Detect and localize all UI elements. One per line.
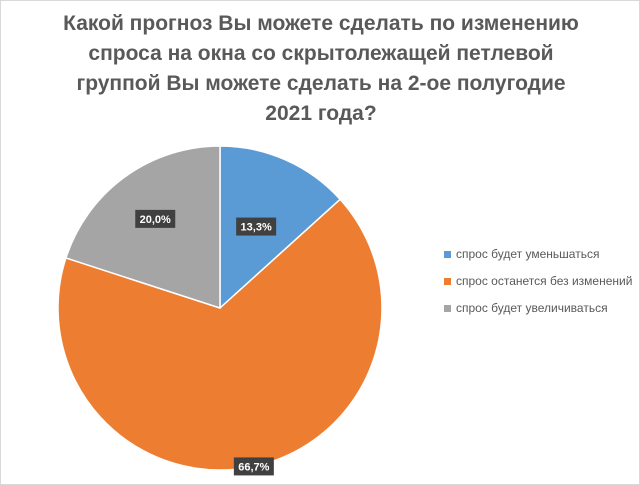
data-label-text: 13,3% [241, 222, 272, 234]
legend-label: спрос будет уменьшаться [456, 247, 600, 261]
legend-swatch [444, 305, 451, 312]
data-label-box [236, 217, 277, 236]
legend-item-1: спрос будет уменьшаться [444, 246, 634, 262]
data-label-text: 66,7% [238, 461, 269, 473]
legend-label: спрос останется без изменений [456, 274, 633, 288]
legend: спрос будет уменьшаться спрос останется б… [444, 246, 634, 327]
legend-label: спрос будет увеличиваться [456, 301, 608, 315]
legend-item-2: спрос останется без изменений [444, 273, 634, 289]
legend-swatch [444, 278, 451, 285]
legend-swatch [444, 251, 451, 258]
data-label-3: 20,0% [135, 209, 176, 228]
legend-item-3: спрос будет увеличиваться [444, 300, 634, 316]
data-label-text: 20,0% [140, 214, 171, 226]
pie-slice-1 [219, 145, 342, 310]
data-label-box [233, 457, 274, 476]
data-label-box [135, 209, 176, 228]
chart-title: Какой прогноз Вы можете сделать по измен… [63, 12, 579, 125]
data-label-1: 13,3% [236, 217, 277, 236]
data-label-2: 66,7% [233, 457, 274, 476]
